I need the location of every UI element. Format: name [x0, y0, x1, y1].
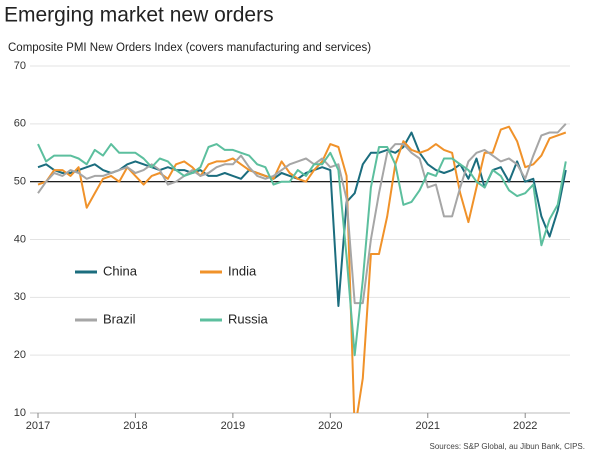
source-note: Sources: S&P Global, au Jibun Bank, CIPS… — [430, 442, 586, 451]
y-tick-label: 20 — [14, 349, 26, 361]
x-tick-label: 2022 — [513, 420, 537, 432]
chart-subtitle: Composite PMI New Orders Index (covers m… — [8, 42, 371, 54]
x-tick-label: 2020 — [318, 420, 342, 432]
legend-label: Russia — [228, 311, 269, 326]
y-tick-label: 10 — [14, 407, 26, 419]
legend-label: Brazil — [103, 311, 136, 326]
y-tick-label: 50 — [14, 176, 26, 188]
x-tick-label: 2018 — [123, 420, 147, 432]
x-tick-label: 2019 — [221, 420, 245, 432]
series-line — [37, 143, 567, 357]
x-tick-label: 2017 — [26, 420, 50, 432]
y-tick-label: 70 — [14, 60, 26, 72]
y-tick-label: 60 — [14, 118, 26, 130]
x-tick-label: 2021 — [416, 420, 440, 432]
legend-label: India — [228, 263, 257, 278]
series-line — [37, 123, 567, 305]
y-tick-label: 30 — [14, 291, 26, 303]
series-line — [37, 131, 567, 307]
y-tick-label: 40 — [14, 233, 26, 245]
chart-title: Emerging market new orders — [4, 4, 274, 27]
plot-lines — [37, 123, 567, 413]
legend-label: China — [103, 263, 138, 278]
